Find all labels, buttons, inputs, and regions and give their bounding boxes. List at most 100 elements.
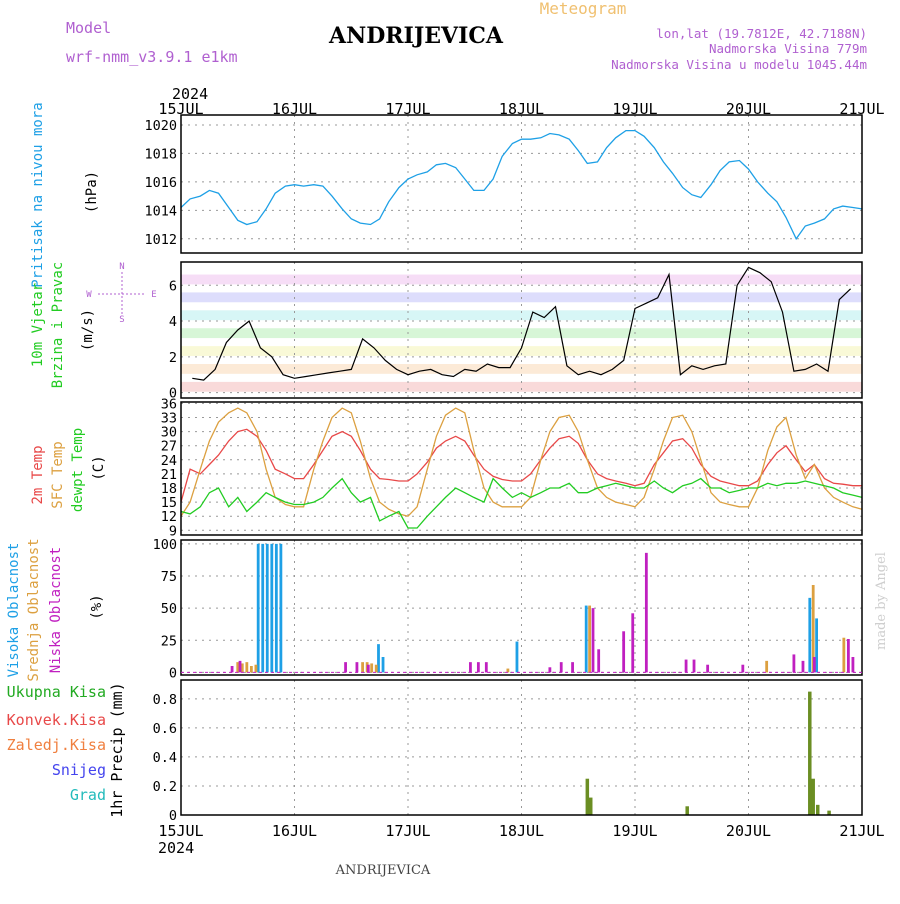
wind-band — [181, 310, 862, 321]
y-tick-label: 15 — [161, 495, 177, 511]
bar-high — [270, 543, 274, 673]
x-tick-label: 21JUL — [839, 100, 884, 118]
y-tick-label: 12 — [161, 509, 177, 525]
x-tick-label: 20JUL — [726, 822, 771, 840]
bar-mid — [374, 664, 378, 673]
precip-legend-label: Grad — [70, 786, 106, 804]
bar-low — [476, 662, 480, 673]
bar-low — [741, 664, 745, 673]
bar-mid — [240, 663, 244, 673]
wind-axis-label: 10m Vjetar — [30, 283, 46, 367]
dewpt-axis-label: dewpt Temp — [70, 428, 86, 512]
bar-low — [469, 662, 472, 673]
bar-low — [622, 631, 626, 673]
bar-low — [366, 664, 370, 673]
y-tick-label: 0.8 — [153, 692, 177, 708]
y-tick-label: 33 — [161, 411, 177, 427]
bar-mid — [765, 660, 769, 673]
bar-low — [631, 613, 635, 673]
bar-low — [644, 552, 648, 673]
bar-mid — [361, 662, 364, 673]
precip-unit-label: 1hr Precip (mm) — [108, 682, 126, 817]
wind-band — [181, 274, 862, 285]
series-line-temp2m — [180, 428, 862, 503]
bar-precip — [685, 806, 689, 815]
bar-low — [851, 657, 855, 673]
bar-low — [230, 666, 234, 673]
precip-legend-label: Zaledj.Kisa — [7, 736, 106, 754]
bar-low — [591, 608, 595, 673]
lonlat-label: lon,lat (19.7812E, 42.7188N) — [656, 26, 867, 41]
pressure-axis-label: Pritisak na nivou mora — [30, 102, 46, 287]
y-tick-label: 75 — [161, 569, 177, 585]
bar-mid — [842, 637, 846, 673]
bar-low — [571, 662, 574, 673]
x-tick-label: 17JUL — [385, 822, 430, 840]
bar-low — [597, 649, 601, 673]
temp-unit-label: (C) — [91, 455, 107, 480]
bar-mid — [811, 585, 815, 673]
x-tick-label: 21JUL — [839, 822, 884, 840]
bar-low — [706, 664, 710, 673]
wind-panel: 0 2 4 6 — [169, 261, 863, 402]
y-tick-label: 50 — [161, 601, 177, 617]
bar-low — [846, 639, 850, 673]
x-tick-label: 16JUL — [272, 822, 317, 840]
bar-low — [238, 660, 242, 673]
wind-band — [181, 381, 862, 392]
bar-mid — [245, 662, 249, 673]
x-tick-label: 19JUL — [612, 822, 657, 840]
bar-low — [355, 662, 359, 673]
bar-low — [559, 662, 563, 673]
bar-precip — [588, 797, 593, 815]
y-tick-label: 6 — [169, 278, 177, 294]
precip-legend-label: Konvek.Kisa — [7, 711, 106, 729]
bar-high — [274, 543, 278, 673]
bar-mid — [506, 668, 510, 673]
bar-high — [515, 641, 519, 673]
pressure-unit-label: (hPa) — [84, 171, 100, 213]
wind-unit-label: (m/s) — [80, 309, 96, 351]
product-title: Meteogram — [540, 0, 627, 18]
mid-cloud-axis-label: Srednja Oblacnost — [26, 538, 42, 681]
x-tick-label: 18JUL — [499, 100, 544, 118]
wind-band — [181, 346, 862, 356]
low-cloud-axis-label: Niska Oblacnost — [48, 547, 64, 673]
x-tick-label: 20JUL — [726, 100, 771, 118]
cloud-unit-label: (%) — [89, 594, 105, 619]
y-tick-label: 0.6 — [153, 721, 177, 737]
precip-legend-label: Snijeg — [52, 761, 106, 779]
y-tick-label: 18 — [161, 481, 177, 497]
high-cloud-axis-label: Visoka Oblacnost — [6, 543, 22, 678]
series-line-wind_speed — [192, 266, 852, 381]
axis-labels: Pritisak na nivou mora (hPa) 10m Vjetar Brz… — [6, 102, 157, 817]
y-tick-label: 0 — [169, 665, 177, 681]
y-tick-label: 1012 — [144, 232, 177, 248]
bar-high — [584, 605, 588, 673]
bar-low — [548, 667, 552, 673]
y-tick-label: 1016 — [144, 175, 177, 191]
bar-high — [256, 543, 260, 673]
y-tick-label: 27 — [161, 439, 177, 455]
y-tick-label: 36 — [161, 396, 177, 412]
bar-mid — [588, 605, 591, 673]
y-tick-label: 1014 — [144, 203, 177, 219]
compass-letter: S — [119, 315, 124, 325]
x-tick-label: 16JUL — [272, 100, 317, 118]
y-tick-label: 0.2 — [153, 779, 177, 795]
pressure-panel: 1012 1014 1016 1018 1020 — [144, 114, 863, 254]
year-bottom: 2024 — [158, 839, 194, 857]
y-tick-label: 1020 — [144, 118, 177, 134]
y-tick-label: 0.4 — [153, 750, 177, 766]
bar-mid — [236, 662, 240, 673]
series-line-pressure — [180, 129, 863, 241]
y-tick-label: 1018 — [144, 146, 177, 162]
bar-precip — [811, 778, 815, 815]
panel-frame — [180, 114, 863, 254]
model-elevation-label: Nadmorska Visina u modelu 1045.44m — [611, 57, 867, 72]
bar-precip — [808, 691, 812, 815]
bar-low — [484, 662, 488, 673]
x-tick-label: 17JUL — [385, 100, 430, 118]
